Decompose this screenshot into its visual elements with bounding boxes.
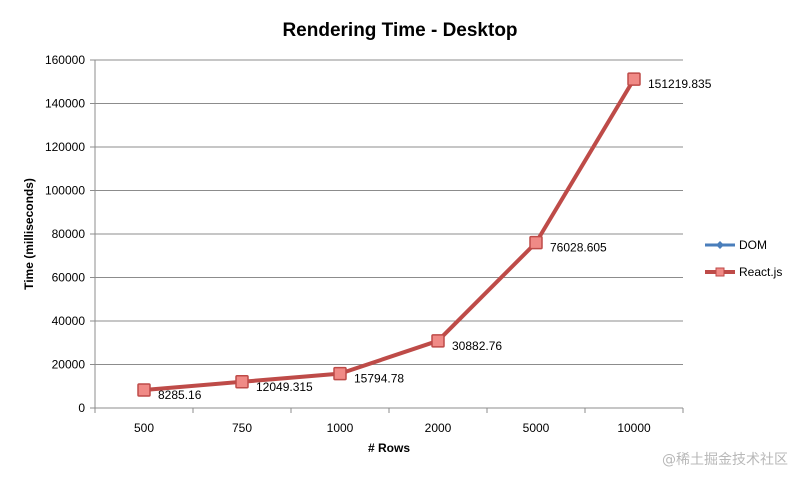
x-tick-label: 500 — [134, 421, 154, 435]
legend-label: DOM — [739, 238, 767, 252]
x-axis-label: # Rows — [368, 441, 410, 455]
y-tick-label: 100000 — [45, 184, 85, 198]
legend-marker — [716, 241, 724, 249]
data-point-react — [529, 235, 543, 250]
x-tick-label: 10000 — [617, 421, 651, 435]
legend: DOM React.js — [705, 238, 782, 279]
chart-title: Rendering Time - Desktop — [282, 20, 517, 41]
data-point-react — [137, 383, 151, 397]
x-tick-label: 1000 — [327, 421, 354, 435]
y-tick-label: 120000 — [45, 140, 85, 154]
y-axis-label: Time (milliseconds) — [22, 178, 36, 290]
y-tick-label: 140000 — [45, 97, 85, 111]
y-tick-label: 60000 — [52, 271, 86, 285]
x-tick-label: 5000 — [523, 421, 550, 435]
series — [137, 72, 641, 397]
data-label: 76028.605 — [550, 241, 607, 255]
data-point-react — [333, 366, 347, 381]
data-labels: 8285.16 12049.315 15794.78 30882.76 76028.60… — [158, 77, 712, 402]
x-tick-label: 2000 — [425, 421, 452, 435]
data-label: 12049.315 — [256, 380, 313, 394]
data-label: 8285.16 — [158, 388, 202, 402]
data-label: 15794.78 — [354, 372, 404, 386]
legend-marker — [715, 267, 725, 277]
series-line-dom — [143, 78, 636, 392]
legend-label: React.js — [739, 265, 782, 279]
data-label: 151219.835 — [648, 77, 712, 91]
gridlines — [95, 59, 683, 365]
y-tick-label: 40000 — [52, 314, 86, 328]
series-line-react-js — [143, 78, 636, 392]
data-label: 30882.76 — [452, 339, 502, 353]
y-tick-label: 0 — [78, 401, 85, 415]
data-point-react — [431, 334, 445, 348]
y-tick-label: 80000 — [52, 227, 86, 241]
y-tick-label: 20000 — [52, 358, 86, 372]
x-tick-labels: 500 750 1000 2000 5000 10000 — [134, 421, 651, 435]
data-point-react — [235, 375, 249, 389]
axes — [90, 59, 684, 413]
y-tick-labels: 0 20000 40000 60000 80000 100000 120000 140000 1… — [45, 53, 85, 415]
watermark: @稀土掘金技术社区 — [662, 452, 788, 468]
data-point-react — [627, 72, 641, 86]
x-tick-label: 750 — [232, 421, 252, 435]
y-tick-label: 160000 — [45, 53, 85, 67]
